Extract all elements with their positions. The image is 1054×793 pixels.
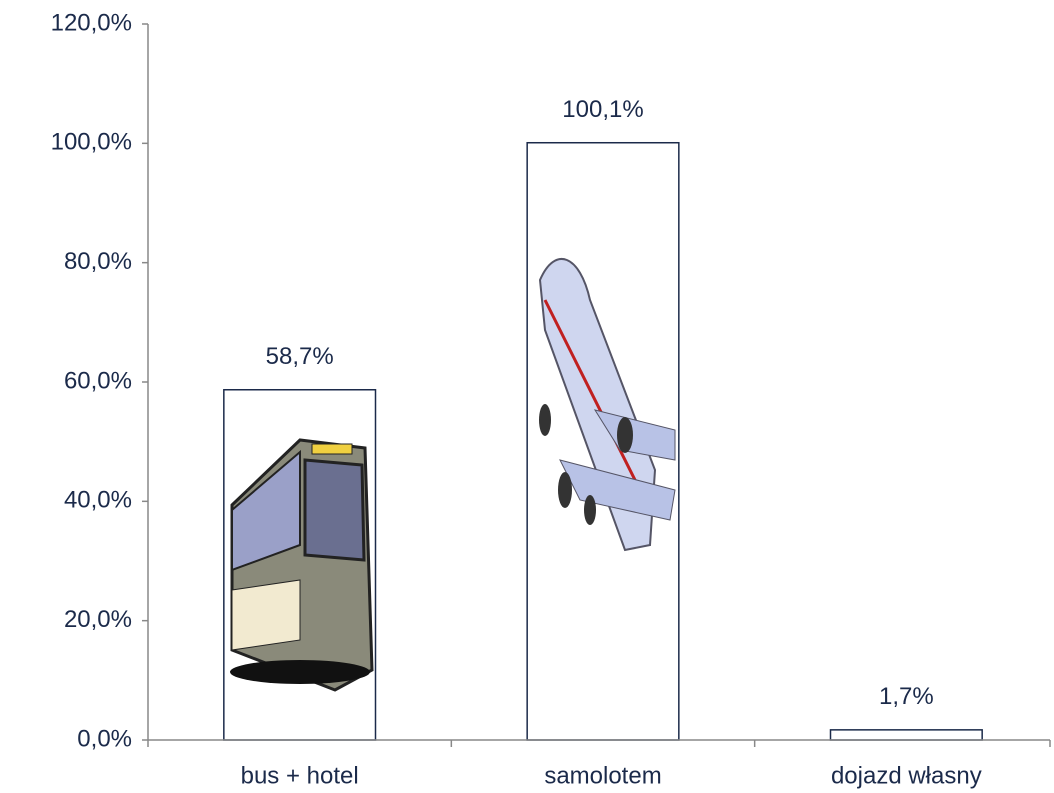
y-tick-label: 0,0% xyxy=(77,725,132,752)
data-label: 58,7% xyxy=(266,343,334,370)
bus-picture xyxy=(230,438,374,692)
y-tick-label: 120,0% xyxy=(51,9,132,36)
x-tick-label: bus + hotel xyxy=(241,762,359,789)
data-label: 100,1% xyxy=(562,96,643,123)
data-label: 1,7% xyxy=(879,683,934,710)
y-tick-label: 80,0% xyxy=(64,248,132,275)
y-tick-label: 20,0% xyxy=(64,606,132,633)
x-tick-label: dojazd własny xyxy=(831,762,982,789)
plane-picture xyxy=(538,258,676,552)
y-tick-label: 100,0% xyxy=(51,129,132,156)
x-tick-label: samolotem xyxy=(544,762,661,789)
bar xyxy=(829,729,983,741)
y-tick-label: 40,0% xyxy=(64,487,132,514)
y-tick-label: 60,0% xyxy=(64,367,132,394)
